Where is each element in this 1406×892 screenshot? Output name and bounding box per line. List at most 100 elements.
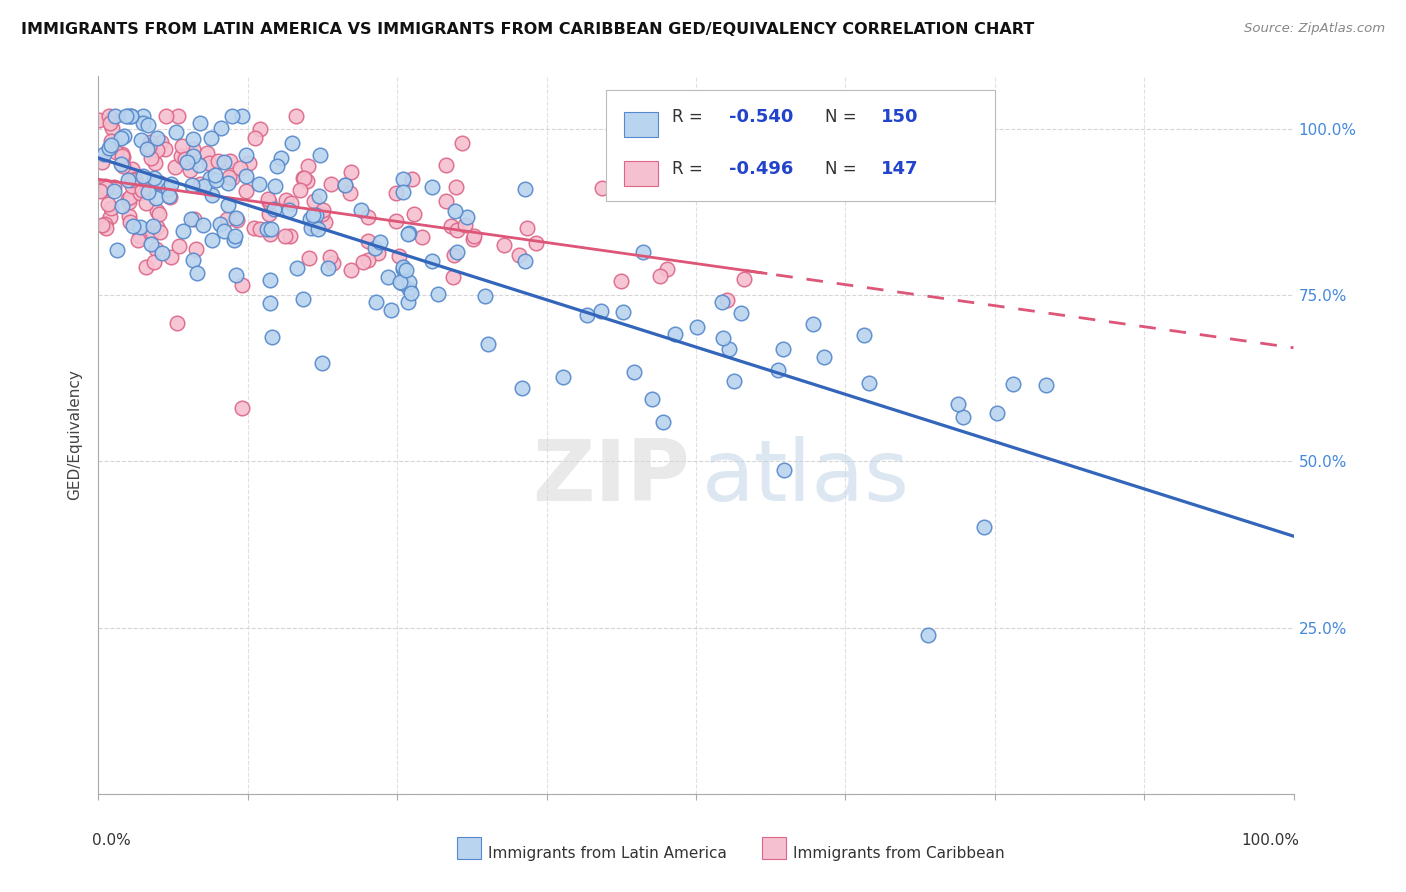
Point	[456, 210, 478, 224]
Point	[221, 171, 243, 186]
Point	[716, 293, 738, 308]
Point	[98, 116, 121, 130]
Point	[257, 207, 280, 221]
Point	[111, 159, 134, 173]
Point	[772, 343, 794, 357]
Point	[100, 121, 122, 136]
Point	[224, 229, 246, 244]
Text: 147: 147	[882, 160, 918, 178]
Point	[132, 169, 155, 183]
Point	[723, 375, 745, 389]
Point	[141, 225, 163, 239]
Point	[710, 294, 733, 309]
Text: R =: R =	[672, 108, 709, 126]
Point	[291, 293, 314, 307]
Point	[443, 204, 465, 219]
Point	[131, 133, 153, 147]
Point	[225, 211, 247, 226]
Point	[166, 316, 188, 330]
Point	[392, 261, 415, 276]
Point	[392, 185, 415, 199]
Point	[157, 189, 180, 203]
Point	[145, 242, 167, 256]
Point	[385, 214, 408, 228]
Text: R =: R =	[672, 160, 709, 178]
Point	[322, 256, 344, 270]
Point	[111, 149, 134, 163]
FancyBboxPatch shape	[624, 161, 658, 186]
Point	[174, 152, 197, 166]
Point	[1002, 377, 1025, 392]
Text: ZIP: ZIP	[533, 436, 690, 519]
Point	[404, 207, 426, 221]
Point	[231, 109, 253, 123]
Point	[474, 288, 496, 302]
Point	[247, 177, 270, 191]
Point	[218, 169, 240, 184]
Point	[772, 463, 794, 477]
Point	[176, 155, 198, 169]
Point	[259, 194, 281, 209]
Point	[222, 233, 245, 247]
Point	[97, 197, 120, 211]
Point	[363, 241, 385, 255]
Point	[952, 409, 974, 424]
Point	[553, 370, 575, 384]
Point	[127, 233, 149, 247]
Point	[146, 131, 169, 145]
Point	[380, 302, 402, 317]
Point	[357, 234, 380, 248]
Point	[285, 260, 308, 275]
Point	[256, 221, 278, 235]
Point	[440, 219, 463, 233]
Point	[270, 151, 292, 165]
Point	[986, 406, 1008, 420]
Point	[396, 295, 419, 310]
Point	[350, 202, 373, 217]
Point	[181, 142, 204, 156]
Point	[93, 147, 115, 161]
Point	[160, 250, 183, 264]
Point	[146, 220, 169, 235]
Point	[207, 154, 229, 169]
Text: -0.540: -0.540	[730, 108, 794, 126]
Point	[193, 178, 215, 193]
Point	[110, 130, 132, 145]
Point	[111, 150, 134, 164]
Point	[97, 141, 120, 155]
Point	[124, 171, 146, 186]
Point	[231, 401, 253, 416]
Point	[136, 185, 159, 199]
Point	[205, 172, 228, 186]
Point	[641, 392, 664, 407]
Point	[201, 233, 224, 247]
Point	[149, 176, 172, 190]
Point	[188, 158, 211, 172]
Point	[259, 296, 281, 310]
Point	[446, 245, 468, 260]
Point	[145, 191, 167, 205]
Point	[136, 118, 159, 132]
Point	[104, 109, 127, 123]
Point	[217, 197, 239, 211]
Point	[249, 121, 271, 136]
Point	[401, 172, 423, 186]
Point	[340, 263, 363, 277]
Point	[118, 194, 141, 209]
Point	[138, 139, 160, 153]
Point	[297, 159, 319, 173]
Point	[97, 109, 120, 123]
Point	[107, 243, 129, 257]
Point	[89, 184, 111, 198]
Point	[173, 151, 195, 165]
Point	[311, 207, 333, 221]
Point	[813, 350, 835, 364]
Point	[451, 136, 474, 150]
Point	[420, 180, 443, 194]
Point	[278, 229, 301, 244]
Point	[120, 215, 142, 229]
Point	[204, 168, 226, 182]
Point	[120, 109, 142, 123]
Point	[513, 182, 536, 196]
Point	[284, 109, 307, 123]
